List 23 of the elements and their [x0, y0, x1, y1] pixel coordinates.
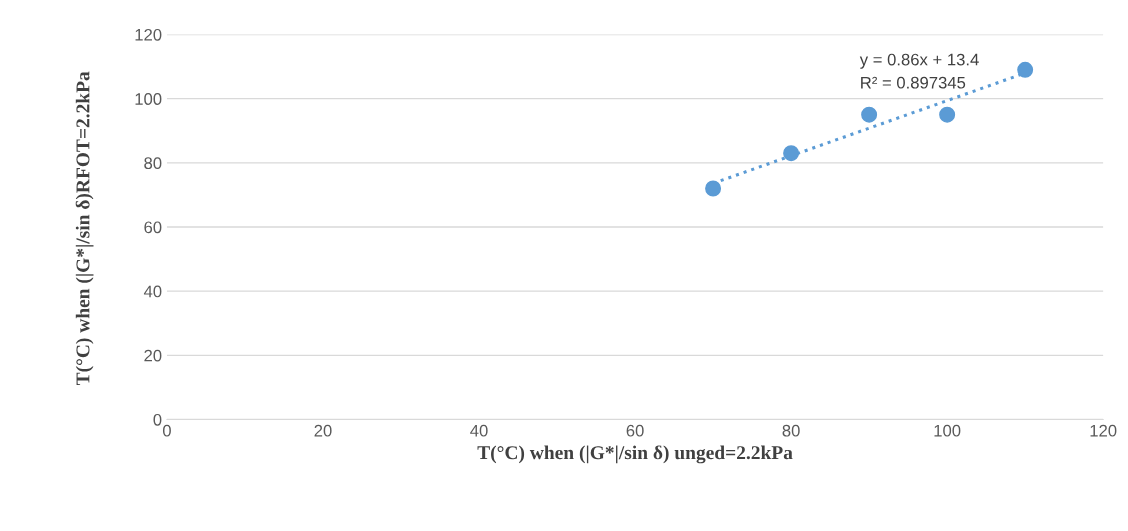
y-tick-label: 100 — [135, 93, 162, 105]
y-tick-label: 80 — [144, 157, 162, 170]
x-tick-label: 60 — [626, 424, 644, 437]
annotation: R² = 0.897345 — [861, 76, 966, 89]
point — [861, 106, 878, 123]
y-axis-title: T(°C) when (|G*|/sin δ)RFOT=2.2kPa — [75, 71, 94, 386]
y-tick-label: 0 — [153, 413, 162, 426]
y-tick-label: 60 — [144, 221, 162, 234]
x-tick-label: 100 — [934, 424, 961, 437]
x-tick-label: 20 — [314, 424, 332, 437]
x-tick-label: 0 — [162, 424, 171, 437]
y-tick-label: 40 — [143, 285, 162, 298]
x-axis-title: T(°C) when (|G*|/sin δ) unged=2.2kPa — [477, 445, 793, 464]
point — [1017, 61, 1034, 78]
x-tick-label: 80 — [782, 424, 800, 437]
point — [705, 180, 722, 197]
point — [939, 106, 956, 123]
y-tick-label: 20 — [144, 349, 162, 362]
y-tick-label: 120 — [135, 28, 162, 41]
annotation: y = 0.86x + 13.4 — [859, 53, 979, 69]
x-tick-label: 40 — [470, 424, 488, 437]
point — [783, 145, 800, 162]
x-tick-label: 120 — [1090, 424, 1117, 437]
